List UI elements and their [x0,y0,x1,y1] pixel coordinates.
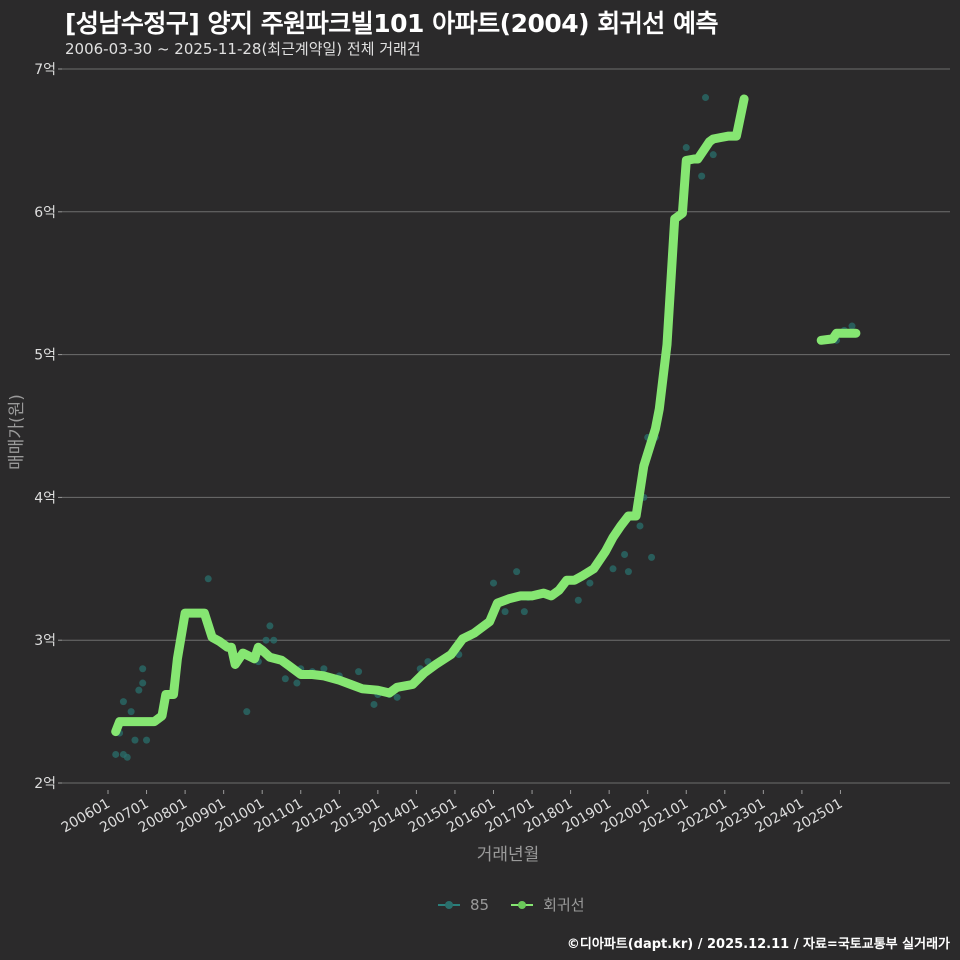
chart-subtitle: 2006-03-30 ~ 2025-11-28(최근계약일) 전체 거래건 [65,40,421,58]
data-point [270,636,278,644]
data-point [370,700,378,708]
data-point [393,693,401,701]
data-point [143,736,151,744]
data-point [702,94,710,102]
data-point [520,608,528,616]
data-point [293,679,301,687]
chart-plot-area: 2억 3억 4억 5억 6억 7억 200601200701200801200901201… [7,62,950,865]
data-point [112,750,120,758]
x-axis-label: 거래년월 [477,845,540,865]
x-axis: 2006012007012008012009012010012011012012… [59,790,845,836]
data-point [119,698,127,706]
data-point [624,568,632,576]
data-point [621,551,629,559]
data-point [320,665,328,673]
data-point [586,579,594,587]
scatter-series-85 [112,94,856,761]
data-point [648,553,656,561]
y-tick-label: 7억 [34,62,56,78]
data-point [574,596,582,604]
legend: 85 회귀선 [438,894,585,915]
legend-label-regression: 회귀선 [543,896,585,914]
data-point [262,636,270,644]
data-point [123,753,131,761]
legend-item-85[interactable]: 85 [438,896,489,914]
y-tick-label: 6억 [34,205,56,221]
gridlines [62,68,950,784]
data-point [848,322,856,330]
y-tick-label: 3억 [34,633,56,649]
data-point [709,151,717,159]
data-point [609,565,617,573]
y-axis: 2억 3억 4억 5억 6억 7억 [34,62,62,792]
y-tick-label: 5억 [34,348,56,364]
legend-item-regression[interactable]: 회귀선 [511,894,585,915]
data-point [513,568,521,576]
data-point [204,575,212,583]
regression-line-series [111,94,861,737]
data-point [698,172,706,180]
data-point [243,708,251,716]
data-point [139,665,147,673]
regression-line [111,94,749,737]
data-point [135,686,143,694]
data-point [355,668,363,676]
data-point [131,736,139,744]
y-axis-label: 매매가(원) [7,394,27,470]
data-point [127,708,135,716]
data-point [682,144,690,152]
y-tick-label: 4억 [34,490,56,506]
data-point [281,675,289,683]
chart-title: [성남수정구] 양지 주원파크빌101 아파트(2004) 회귀선 예측 [65,9,719,38]
regression-line [816,328,861,345]
legend-scatter-swatch-icon [438,898,460,912]
legend-label-85: 85 [470,895,490,914]
y-tick-label: 2억 [34,776,56,792]
data-point [266,622,274,630]
data-point [636,522,644,530]
data-point [501,608,509,616]
data-point [490,579,497,587]
legend-line-swatch-icon [511,898,534,912]
footer-credit: ©디아파트(dapt.kr) / 2025.12.11 / 자료=국토교통부 실… [566,937,950,952]
data-point [139,679,147,687]
